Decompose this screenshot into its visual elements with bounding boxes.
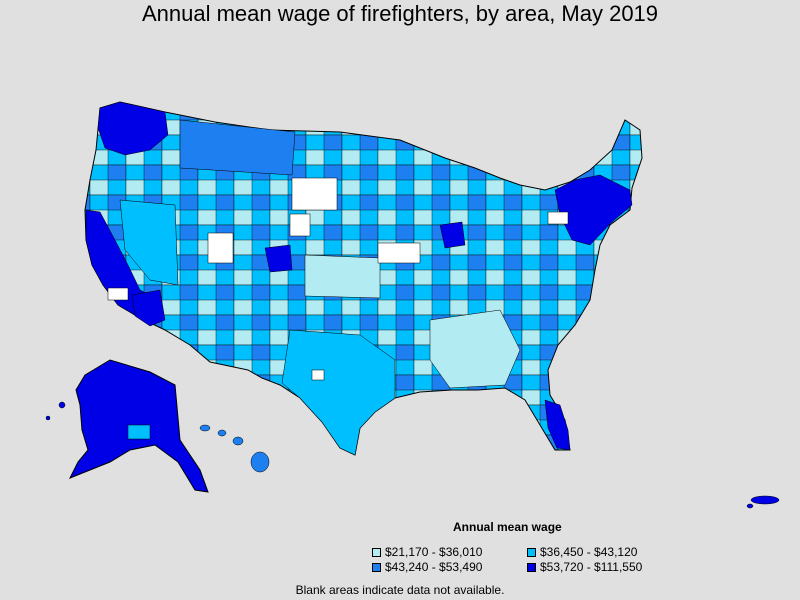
- legend-label-4: $53,720 - $111,550: [540, 560, 643, 574]
- legend-swatch-2: [527, 547, 536, 557]
- region-nevada: [119, 199, 179, 286]
- hawaii: [199, 424, 270, 473]
- legend: Annual mean wage $21,170 - $36,010 $36,4…: [360, 520, 670, 580]
- region-chicago: [439, 221, 466, 249]
- alaska-region-light: [127, 424, 151, 440]
- no-data-nebraska: [289, 213, 311, 237]
- region-kansas-light: [304, 254, 381, 299]
- legend-swatch-1: [372, 547, 381, 557]
- legend-label-3: $43,240 - $53,490: [385, 560, 483, 574]
- region-northeast: [554, 174, 633, 246]
- no-data-california: [107, 287, 129, 301]
- puerto-rico: [746, 495, 780, 509]
- region-southeast-light: [429, 309, 521, 389]
- region-florida: [544, 399, 571, 451]
- legend-swatch-3: [372, 562, 381, 572]
- legend-item-4: $53,720 - $111,550: [527, 560, 642, 574]
- legend-item-2: $36,450 - $43,120: [527, 545, 637, 559]
- region-colorado: [264, 244, 293, 273]
- no-data-new-mexico: [311, 369, 325, 381]
- no-data-pennsylvania: [547, 211, 569, 225]
- legend-swatch-4: [527, 562, 536, 572]
- legend-item-3: $43,240 - $53,490: [372, 560, 482, 574]
- region-arizona: [131, 289, 166, 327]
- region-texas: [281, 329, 396, 456]
- legend-label-2: $36,450 - $43,120: [540, 545, 638, 559]
- alaska-island-1: [58, 401, 66, 409]
- legend-title: Annual mean wage: [453, 520, 562, 534]
- alaska-island-2: [45, 415, 51, 421]
- region-montana: [179, 119, 296, 176]
- no-data-wyoming: [291, 177, 338, 211]
- map-title: Annual mean wage of firefighters, by are…: [141, 1, 659, 26]
- footnote: Blank areas indicate data not available.: [295, 583, 505, 597]
- legend-item-1: $21,170 - $36,010: [372, 545, 482, 559]
- legend-label-1: $21,170 - $36,010: [385, 545, 483, 559]
- region-pacific-northwest: [97, 101, 169, 156]
- no-data-iowa: [377, 242, 421, 264]
- no-data-utah: [207, 232, 234, 264]
